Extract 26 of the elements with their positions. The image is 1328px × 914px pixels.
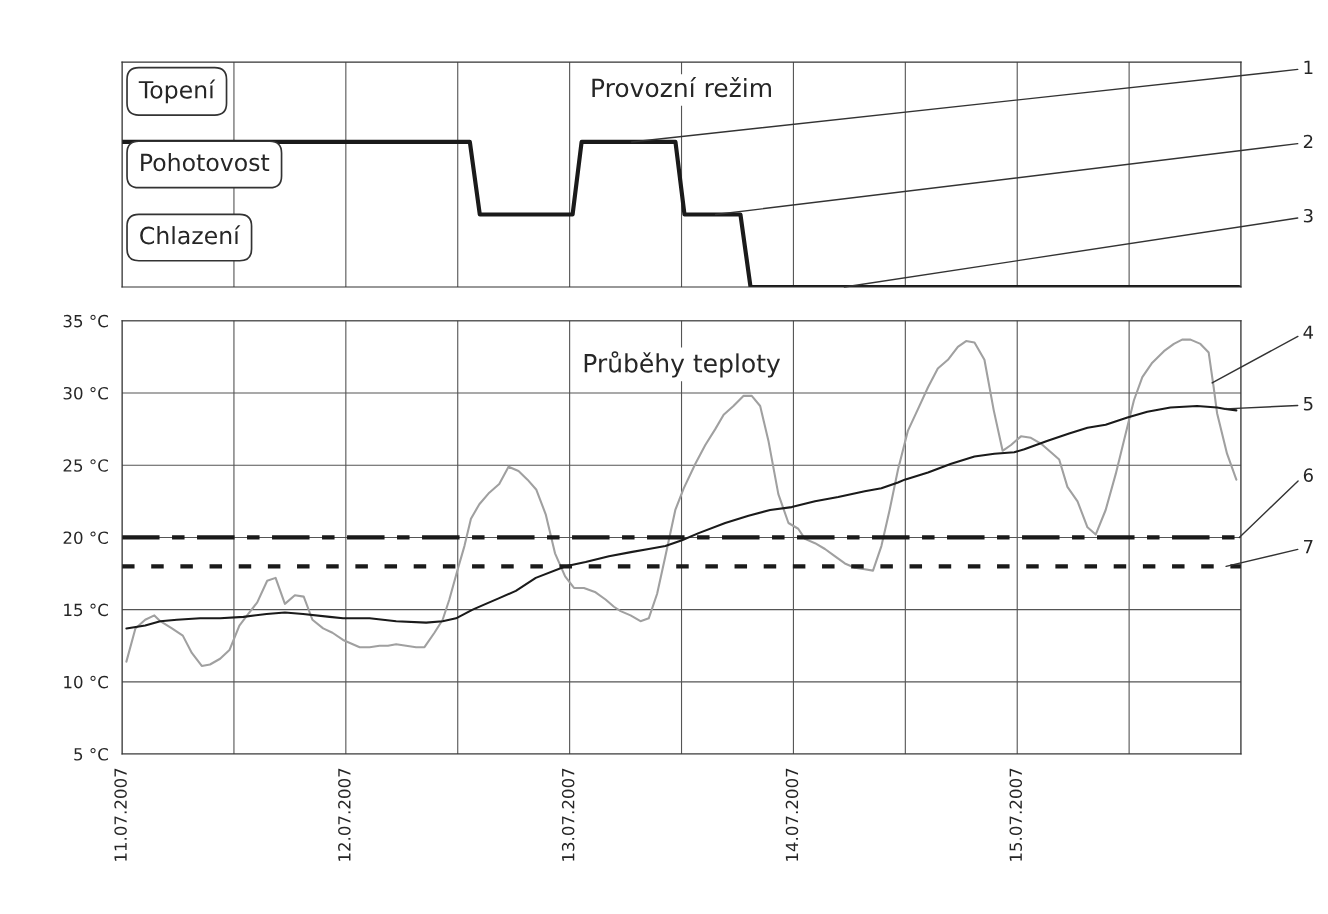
y-tick-label: 25 °C <box>63 459 108 472</box>
y-tick-label: 20 °C <box>63 531 108 544</box>
annotation: 2 <box>1303 134 1313 149</box>
x-tick-label: 13.07.2007 <box>561 768 575 861</box>
y-tick-label: 35 °C <box>63 314 108 328</box>
annotation: 3 <box>1303 208 1313 223</box>
text: Průběhy teploty <box>584 351 781 378</box>
x-tick-label: 11.07.2007 <box>114 768 127 861</box>
chart-title: Provozní režim <box>592 76 771 98</box>
annotation: 4 <box>1303 325 1314 339</box>
text: Topení <box>138 79 216 104</box>
annotation: Pohotovost <box>141 153 270 172</box>
annotation: 5 <box>1303 397 1313 411</box>
y-tick-label: 15 °C <box>64 603 108 617</box>
annotation: 7 <box>1304 540 1313 554</box>
annotation: Chlazení <box>140 225 241 245</box>
x-tick-label: 15.07.2007 <box>1009 768 1023 861</box>
line-series <box>125 338 1238 667</box>
y-tick-label: 30 °C <box>63 386 108 400</box>
line-series <box>125 404 1238 630</box>
x-tick-label: 14.07.2007 <box>785 768 799 861</box>
annotation: 6 <box>1303 468 1313 483</box>
y-tick-label: 5 °C <box>74 748 108 761</box>
y-tick-label: 10 °C <box>64 675 108 689</box>
annotation: 1 <box>1304 60 1313 74</box>
x-tick-label: 12.07.2007 <box>338 768 351 861</box>
